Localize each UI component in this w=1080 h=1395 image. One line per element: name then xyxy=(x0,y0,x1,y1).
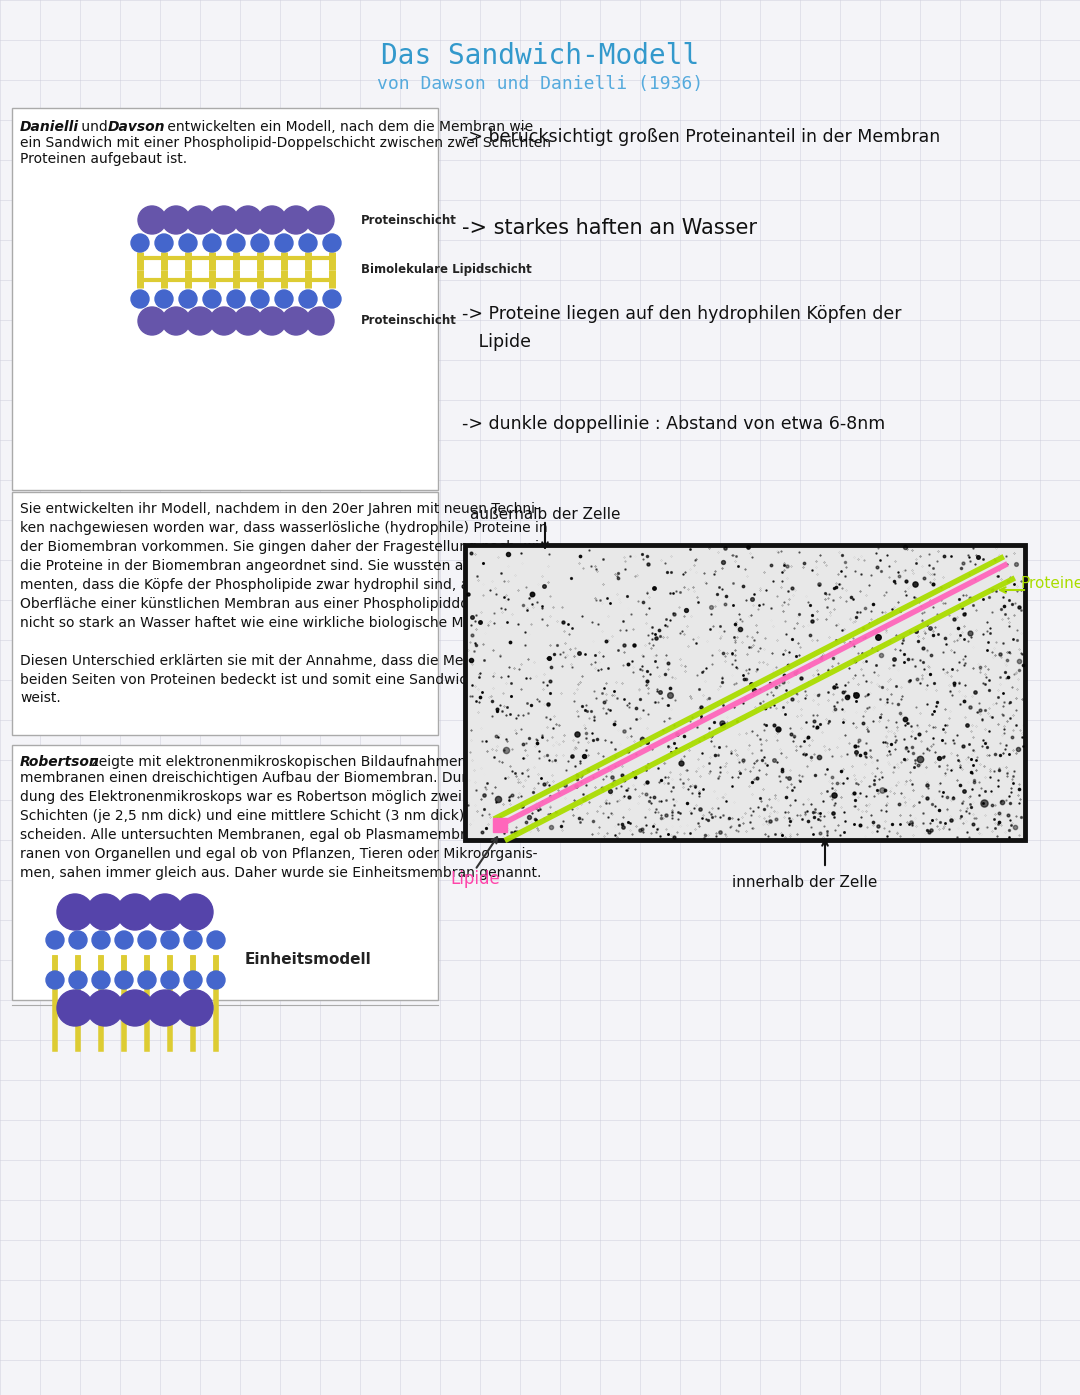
Text: Proteine: Proteine xyxy=(1020,576,1080,590)
Circle shape xyxy=(186,307,214,335)
Circle shape xyxy=(258,206,286,234)
Circle shape xyxy=(117,990,153,1025)
Text: Sie entwickelten ihr Modell, nachdem in den 20er Jahren mit neuen Techni-
ken na: Sie entwickelten ihr Modell, nachdem in … xyxy=(21,502,562,706)
Circle shape xyxy=(69,930,87,949)
Text: außerhalb der Zelle: außerhalb der Zelle xyxy=(470,506,621,522)
Circle shape xyxy=(186,206,214,234)
Text: Bimolekulare Lipidschicht: Bimolekulare Lipidschicht xyxy=(361,264,531,276)
Bar xyxy=(492,817,507,831)
Circle shape xyxy=(92,930,110,949)
Circle shape xyxy=(117,894,153,930)
Circle shape xyxy=(258,307,286,335)
Text: Proteinen aufgebaut ist.: Proteinen aufgebaut ist. xyxy=(21,152,187,166)
Circle shape xyxy=(275,234,293,252)
Circle shape xyxy=(203,234,221,252)
Text: Einheitsmodell: Einheitsmodell xyxy=(245,953,372,968)
Text: membranen einen dreischichtigen Aufbau der Biomembran. Durch die Erfin-
dung des: membranen einen dreischichtigen Aufbau d… xyxy=(21,771,550,880)
Circle shape xyxy=(234,206,262,234)
Circle shape xyxy=(156,290,173,308)
Text: Proteinschicht: Proteinschicht xyxy=(361,213,457,226)
Circle shape xyxy=(282,206,310,234)
Circle shape xyxy=(282,307,310,335)
Circle shape xyxy=(57,894,93,930)
Circle shape xyxy=(156,234,173,252)
Circle shape xyxy=(323,234,341,252)
Circle shape xyxy=(207,930,225,949)
Circle shape xyxy=(207,971,225,989)
Text: innerhalb der Zelle: innerhalb der Zelle xyxy=(732,875,878,890)
Circle shape xyxy=(299,290,318,308)
Circle shape xyxy=(184,930,202,949)
Text: Proteinschicht: Proteinschicht xyxy=(361,314,457,328)
Circle shape xyxy=(131,234,149,252)
Circle shape xyxy=(234,307,262,335)
Circle shape xyxy=(92,971,110,989)
Circle shape xyxy=(161,930,179,949)
Text: -> Proteine liegen auf den hydrophilen Köpfen der: -> Proteine liegen auf den hydrophilen K… xyxy=(462,306,902,324)
Circle shape xyxy=(161,971,179,989)
Circle shape xyxy=(179,234,197,252)
Circle shape xyxy=(46,930,64,949)
Circle shape xyxy=(210,206,238,234)
Text: zeigte mit elektronenmikroskopischen Bildaufnahmen von Bio-: zeigte mit elektronenmikroskopischen Bil… xyxy=(87,755,528,769)
Circle shape xyxy=(162,206,190,234)
Bar xyxy=(12,107,438,490)
Circle shape xyxy=(87,894,123,930)
Circle shape xyxy=(177,894,213,930)
Text: -> dunkle doppellinie : Abstand von etwa 6-8nm: -> dunkle doppellinie : Abstand von etwa… xyxy=(462,414,886,432)
Circle shape xyxy=(179,290,197,308)
Text: ein Sandwich mit einer Phospholipid-Doppelschicht zwischen zwei Schichten: ein Sandwich mit einer Phospholipid-Dopp… xyxy=(21,135,551,151)
Circle shape xyxy=(275,290,293,308)
Circle shape xyxy=(138,206,166,234)
Circle shape xyxy=(227,290,245,308)
Circle shape xyxy=(306,206,334,234)
Circle shape xyxy=(87,990,123,1025)
Circle shape xyxy=(251,290,269,308)
Circle shape xyxy=(147,990,183,1025)
Circle shape xyxy=(306,307,334,335)
Text: Danielli: Danielli xyxy=(21,120,79,134)
Text: Robertson: Robertson xyxy=(21,755,99,769)
Circle shape xyxy=(210,307,238,335)
Circle shape xyxy=(323,290,341,308)
Bar xyxy=(12,492,438,735)
Circle shape xyxy=(138,930,156,949)
Circle shape xyxy=(114,971,133,989)
Circle shape xyxy=(203,290,221,308)
Text: Lipide: Lipide xyxy=(450,870,500,889)
Text: -> berücksichtigt großen Proteinanteil in der Membran: -> berücksichtigt großen Proteinanteil i… xyxy=(462,128,941,146)
Circle shape xyxy=(162,307,190,335)
Circle shape xyxy=(227,234,245,252)
Bar xyxy=(12,745,438,1000)
Text: Davson: Davson xyxy=(108,120,165,134)
Circle shape xyxy=(46,971,64,989)
Text: von Dawson und Danielli (1936): von Dawson und Danielli (1936) xyxy=(377,75,703,93)
Text: -> starkes haften an Wasser: -> starkes haften an Wasser xyxy=(462,218,757,239)
Circle shape xyxy=(251,234,269,252)
Circle shape xyxy=(131,290,149,308)
Text: und: und xyxy=(77,120,112,134)
Text: Lipide: Lipide xyxy=(462,333,531,352)
Circle shape xyxy=(299,234,318,252)
Text: entwickelten ein Modell, nach dem die Membran wie: entwickelten ein Modell, nach dem die Me… xyxy=(163,120,534,134)
Circle shape xyxy=(69,971,87,989)
Circle shape xyxy=(138,307,166,335)
Circle shape xyxy=(184,971,202,989)
Circle shape xyxy=(57,990,93,1025)
Text: Das Sandwich-Modell: Das Sandwich-Modell xyxy=(381,42,699,70)
Circle shape xyxy=(114,930,133,949)
Circle shape xyxy=(138,971,156,989)
Bar xyxy=(465,545,1025,840)
Circle shape xyxy=(177,990,213,1025)
Circle shape xyxy=(147,894,183,930)
